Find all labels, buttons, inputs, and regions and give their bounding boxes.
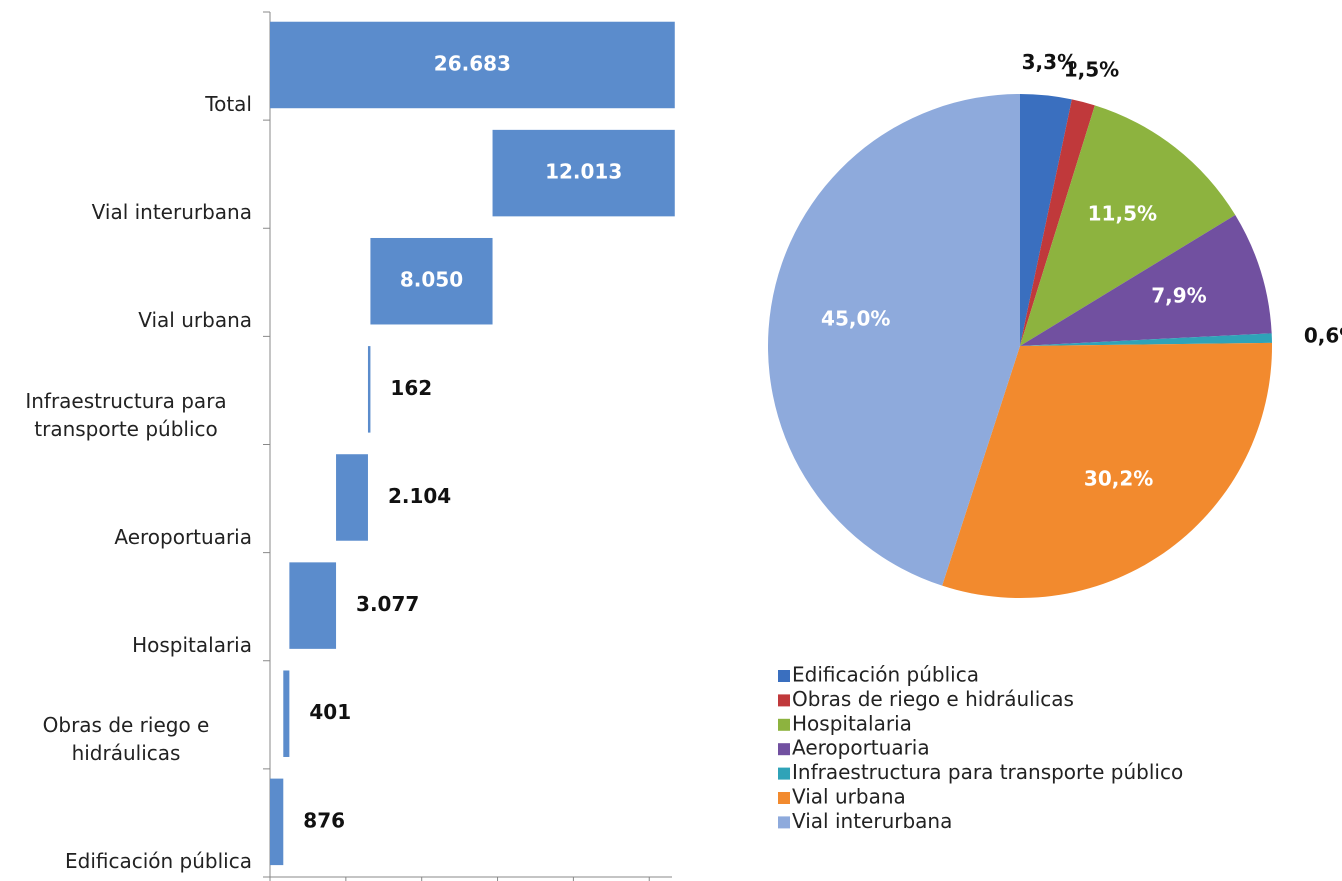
bar: [367, 346, 371, 433]
pie-slice: [768, 94, 1020, 586]
legend-swatch: [778, 767, 790, 780]
data-label: 162: [390, 376, 432, 400]
data-label: 12.013: [545, 160, 622, 184]
legend-swatch: [778, 816, 790, 829]
legend-label: Obras de riego e hidráulicas: [792, 687, 1074, 711]
data-label: 26.683: [434, 51, 511, 75]
bar: [270, 21, 675, 109]
pie-slice: [1020, 105, 1236, 346]
bar: [336, 454, 368, 541]
bar: [492, 129, 675, 217]
data-label: 876: [303, 808, 345, 832]
legend-swatch: [778, 670, 790, 682]
pie-slice: [942, 342, 1272, 598]
data-label: 30,2%: [1084, 466, 1153, 490]
pie-slice: [1020, 99, 1095, 346]
data-label: 11,5%: [1088, 201, 1157, 225]
category-label: Infraestructura para transporte público: [25, 388, 227, 441]
bar: [289, 562, 337, 649]
legend-label: Vial interurbana: [792, 809, 952, 833]
legend-label: Edificación pública: [792, 663, 979, 687]
pie-slice: [1020, 94, 1072, 346]
data-label: 1,5%: [1064, 58, 1119, 82]
category-label: Obras de riego e hidráulicas: [42, 712, 210, 765]
data-label: 3,3%: [1022, 50, 1077, 74]
category-label: Vial urbana: [138, 308, 252, 333]
legend-label: Infraestructura para transporte público: [792, 760, 1183, 784]
data-label: 0,6%: [1304, 324, 1342, 348]
data-label: 7,9%: [1151, 284, 1206, 308]
category-label: Hospitalaria: [132, 632, 252, 657]
data-label: 45,0%: [821, 306, 890, 330]
pie-slice: [1020, 215, 1272, 346]
bar: [283, 670, 290, 757]
legend-label: Hospitalaria: [792, 711, 912, 735]
data-label: 3.077: [356, 592, 419, 616]
legend-swatch: [778, 743, 790, 756]
legend-label: Vial urbana: [792, 785, 906, 809]
legend-label: Aeroportuaria: [792, 736, 930, 760]
data-label: 8.050: [400, 268, 463, 292]
category-label: Edificación pública: [65, 849, 252, 873]
category-label: Total: [205, 92, 252, 117]
category-label: Vial interurbana: [91, 200, 252, 225]
legend-swatch: [778, 694, 790, 707]
legend-swatch: [778, 718, 790, 731]
data-label: 2.104: [388, 484, 451, 508]
data-label: 401: [309, 700, 351, 724]
legend-swatch: [778, 792, 790, 804]
pie-slice: [1020, 333, 1272, 346]
bar: [270, 778, 284, 866]
bar: [370, 237, 493, 325]
category-label: Aeroportuaria: [114, 524, 252, 549]
